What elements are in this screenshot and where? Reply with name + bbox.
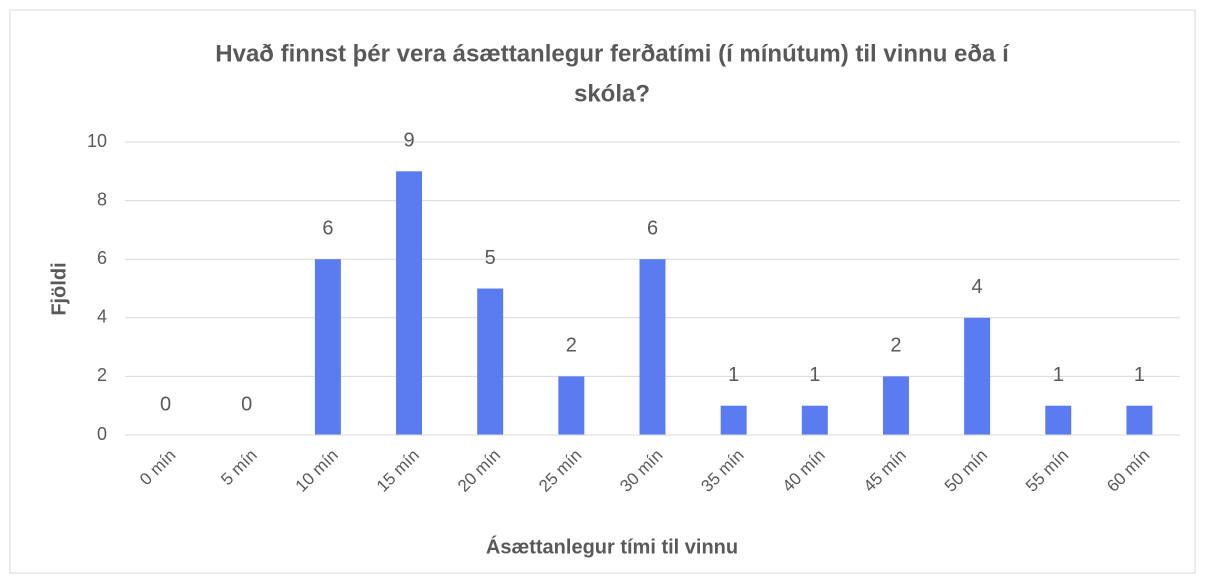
- data-label: 9: [403, 130, 414, 152]
- data-label: 1: [1134, 364, 1145, 386]
- bar: [314, 259, 341, 435]
- data-label: 0: [160, 393, 171, 415]
- bar: [1045, 405, 1072, 435]
- y-tick-label: 8: [97, 189, 107, 209]
- y-tick-label: 6: [97, 248, 107, 268]
- bar: [801, 405, 828, 435]
- data-label: 6: [322, 217, 333, 239]
- data-label: 1: [809, 364, 820, 386]
- data-label: 2: [566, 335, 577, 357]
- data-label: 1: [1053, 364, 1064, 386]
- chart-title-line1: Hvað finnst þér vera ásættanlegur ferðat…: [215, 40, 1010, 67]
- data-label: 1: [728, 364, 739, 386]
- x-axis-label: Ásættanlegur tími til vinnu: [486, 535, 738, 558]
- data-label: 6: [647, 217, 658, 239]
- y-tick-label: 10: [87, 131, 107, 151]
- chart-border: [9, 9, 1196, 574]
- bar: [882, 376, 909, 435]
- y-tick-label: 0: [97, 424, 107, 444]
- bar: [964, 317, 991, 435]
- data-label: 0: [241, 393, 252, 415]
- bar: [477, 288, 504, 435]
- data-label: 5: [485, 247, 496, 269]
- bar: [1126, 405, 1153, 435]
- y-tick-label: 4: [97, 307, 107, 327]
- y-tick-label: 2: [97, 365, 107, 385]
- bar: [639, 259, 666, 435]
- bar: [720, 405, 747, 435]
- y-axis-label: Fjöldi: [48, 262, 70, 315]
- data-label: 2: [890, 335, 901, 357]
- chart-title-line2: skóla?: [574, 80, 650, 107]
- bar: [396, 171, 423, 436]
- data-label: 4: [972, 276, 983, 298]
- bar: [558, 376, 585, 435]
